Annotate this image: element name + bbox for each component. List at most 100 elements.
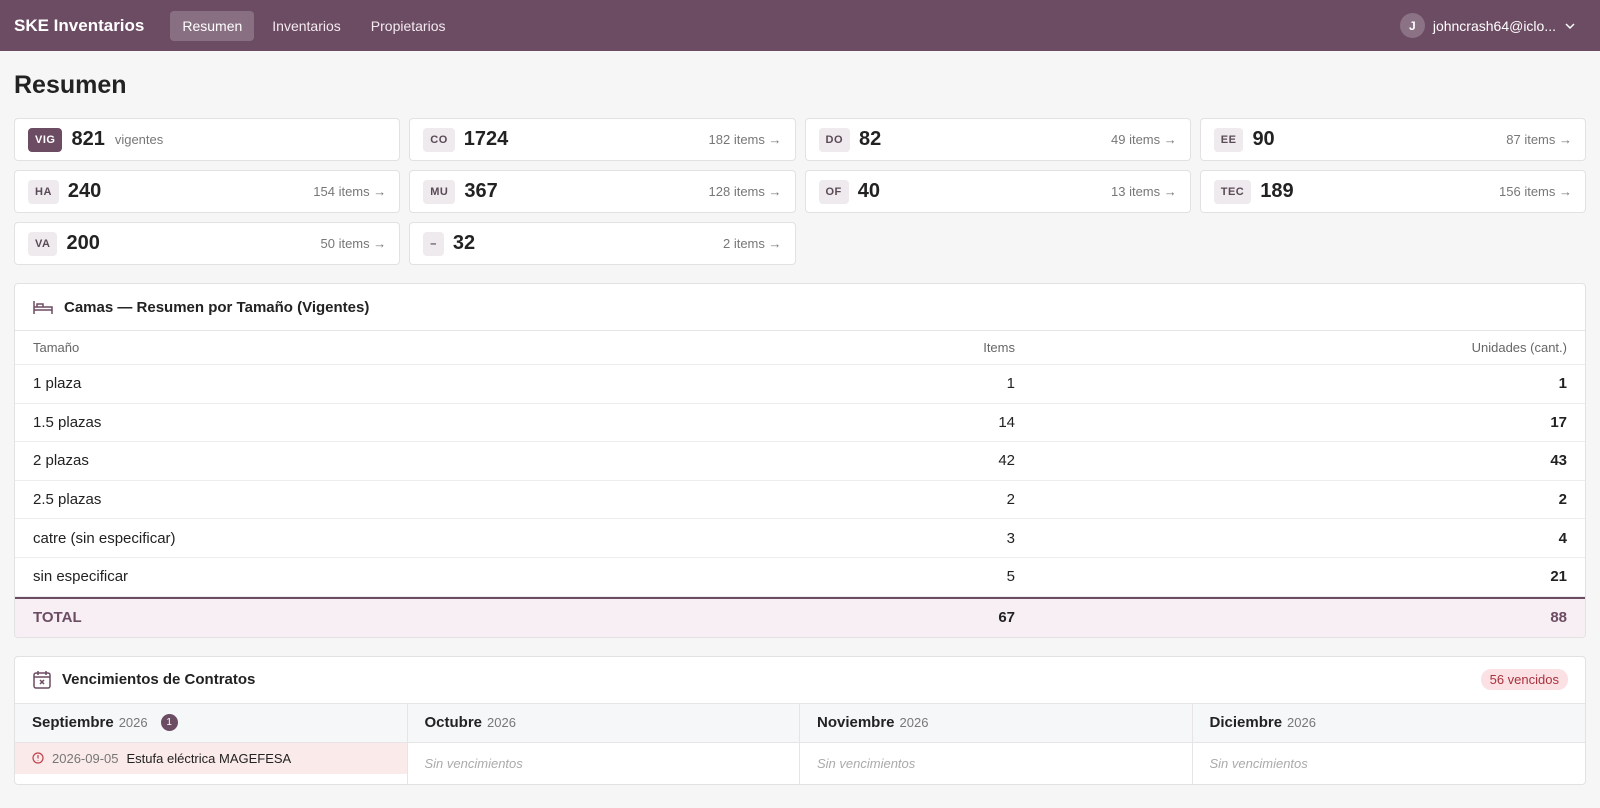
stat-items[interactable]: 182 items → <box>708 132 782 147</box>
beds-card: Camas — Resumen por Tamaño (Vigentes) Ta… <box>14 283 1586 638</box>
table-cell: 1 plaza <box>33 375 82 393</box>
month-year: 2026 <box>1287 715 1316 731</box>
brand[interactable]: SKE Inventarios <box>14 15 145 35</box>
table-cell: 2.5 plazas <box>33 491 102 509</box>
month-header: Octubre 2026 <box>407 703 799 743</box>
stat-items[interactable]: 13 items → <box>1111 184 1177 199</box>
chevron-icon <box>1565 22 1575 29</box>
month-year: 2026 <box>899 715 929 731</box>
stat-card[interactable]: CO 1724 182 items → <box>409 118 796 161</box>
entry-label: Estufa eléctrica MAGEFESA <box>126 750 292 766</box>
stat-items[interactable]: 128 items → <box>708 184 782 199</box>
stat-card[interactable]: VA 200 50 items → <box>14 222 401 265</box>
month-name: Septiembre <box>32 714 114 732</box>
expiration-entry[interactable]: 2026-09-05 Estufa eléctrica MAGEFESA <box>15 742 407 774</box>
nav-link[interactable]: Inventarios <box>272 17 341 34</box>
stat-total: 82 <box>859 128 882 150</box>
table-cell: 1 <box>1558 375 1567 393</box>
avatar: J <box>1399 13 1425 38</box>
table-cell: 2 <box>1006 491 1015 509</box>
stat-items[interactable]: 87 items → <box>1506 132 1572 147</box>
table-row: 2 plazas 42 43 <box>15 442 1585 481</box>
stat-card[interactable]: MU 367 128 items → <box>409 170 796 213</box>
table-row: 2.5 plazas 2 2 <box>15 481 1585 520</box>
stat-code: MU <box>423 179 456 204</box>
table-cell: 17 <box>1550 413 1567 431</box>
stat-items[interactable]: 49 items → <box>1111 132 1177 147</box>
stat-code: VIG <box>28 127 63 152</box>
month-header: Noviembre 2026 <box>800 703 1192 743</box>
stat-card[interactable]: DO 82 49 items → <box>804 118 1191 161</box>
stat-code: OF <box>818 179 849 204</box>
page-title: Resumen <box>14 71 127 99</box>
alert-icon <box>32 752 44 764</box>
stat-total: 40 <box>857 180 881 202</box>
month-year: 2026 <box>118 715 148 731</box>
table-cell: 5 <box>1006 568 1015 586</box>
month-name: Noviembre <box>817 714 895 732</box>
stat-note: vigentes <box>114 132 164 147</box>
table-cell: 14 <box>998 413 1015 431</box>
stat-total: 200 <box>66 232 100 254</box>
month-header: Diciembre 2026 <box>1192 703 1585 743</box>
table-cell: 3 <box>1006 529 1015 547</box>
table-header: Tamaño Items Unidades (cant.) <box>15 331 1585 365</box>
navbar: SKE Inventarios Resumen Inventarios Propie… <box>0 0 1600 51</box>
column-header: Tamaño <box>33 340 80 355</box>
stat-total: 32 <box>452 232 476 254</box>
table-cell: sin especificar <box>33 568 129 586</box>
stat-total: 90 <box>1252 128 1275 150</box>
table-row: 1 plaza 1 1 <box>15 365 1585 404</box>
stat-items[interactable]: 156 items → <box>1499 184 1572 199</box>
months-grid: Septiembre 2026 1 2026-09-05 Estufa eléctric… <box>15 703 1585 784</box>
table-row: sin especificar 5 21 <box>15 558 1585 597</box>
user-menu[interactable]: J johncrash64@iclo... <box>1399 13 1576 38</box>
empty-note: Sin vencimientos <box>1209 755 1308 771</box>
table-row: 1.5 plazas 14 17 <box>15 404 1585 443</box>
stat-items[interactable]: 50 items → <box>320 236 387 251</box>
table-cell: 1 <box>1006 375 1015 393</box>
stat-card[interactable]: EE 90 87 items → <box>1199 118 1586 161</box>
expirations-card: Vencimientos de Contratos 56 vencidos Se… <box>14 655 1586 785</box>
entry-date: 2026-09-05 <box>52 750 119 766</box>
empty-note: Sin vencimientos <box>817 755 916 771</box>
stat-card[interactable]: VIG 821 vigentes <box>14 118 401 161</box>
stat-total: 1724 <box>463 128 509 150</box>
table-cell: 4 <box>1558 529 1567 547</box>
column-header: Unidades (cant.) <box>1471 340 1567 355</box>
nav-link[interactable]: Resumen <box>170 10 255 41</box>
card-title: Camas — Resumen por Tamaño (Vigentes) <box>64 298 370 316</box>
table-cell: 43 <box>1550 452 1567 470</box>
stat-card[interactable]: TEC 189 156 items → <box>1199 170 1586 213</box>
calendar-icon <box>33 670 51 689</box>
month-count: 1 <box>160 714 178 732</box>
stat-card[interactable]: OF 40 13 items → <box>804 170 1191 213</box>
total-row: TOTAL 67 88 <box>15 596 1585 637</box>
expired-badge: 56 vencidos <box>1480 669 1568 691</box>
stat-total: 189 <box>1260 180 1294 202</box>
stat-items[interactable]: 2 items → <box>722 236 782 251</box>
stats-grid: VIG 821 vigentes CO 1724 182 items → DO 82 49 it… <box>14 118 1586 265</box>
stat-card[interactable]: –32 2 items → <box>409 222 796 265</box>
table-cell: 2 <box>1558 491 1567 509</box>
main: Resumen VIG 821 vigentes CO 1724 182 items → D… <box>0 71 1600 785</box>
month-column: Diciembre 2026 Sin vencimientos <box>1192 703 1585 784</box>
card-header: Vencimientos de Contratos 56 vencidos <box>15 657 1585 704</box>
nav-link[interactable]: Propietarios <box>370 17 446 34</box>
card-header: Camas — Resumen por Tamaño (Vigentes) <box>15 284 1585 331</box>
beds-table: Tamaño Items Unidades (cant.) 1 plaza 1 1 1.5 … <box>15 331 1585 637</box>
month-column: Septiembre 2026 1 2026-09-05 Estufa eléctric… <box>15 703 408 784</box>
stat-items[interactable]: 154 items → <box>313 184 387 199</box>
total-cell: TOTAL <box>33 609 82 627</box>
month-column: Octubre 2026 Sin vencimientos <box>407 703 800 784</box>
stat-card[interactable]: HA 240 154 items → <box>14 170 401 213</box>
month-header: Septiembre 2026 1 <box>15 703 407 743</box>
table-cell: 21 <box>1550 568 1567 586</box>
stat-code: EE <box>1213 127 1244 152</box>
table-cell: 1.5 plazas <box>33 413 102 431</box>
column-header: Items <box>983 340 1015 355</box>
stat-total: 821 <box>71 128 105 150</box>
table-cell: 42 <box>998 452 1015 470</box>
stat-code: CO <box>423 127 455 152</box>
